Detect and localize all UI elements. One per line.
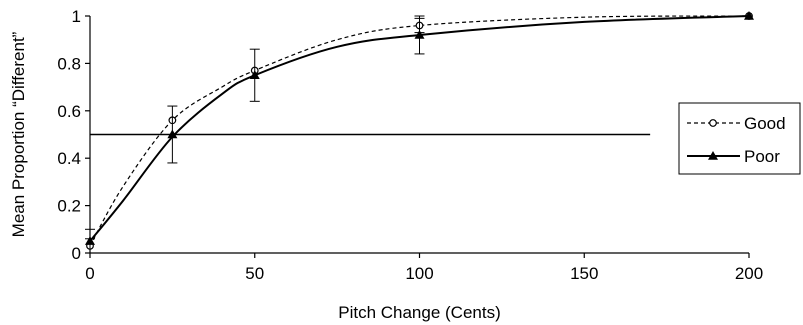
data-point [167,129,178,139]
y-tick-label: 0.4 [57,149,81,168]
legend-label-poor: Poor [744,147,780,166]
x-axis-title: Pitch Change (Cents) [338,303,501,322]
y-tick-label: 1 [72,7,81,26]
x-tick-label: 0 [85,264,94,283]
x-tick-label: 50 [245,264,264,283]
x-tick-label: 200 [735,264,763,283]
series-poor [85,11,754,254]
x-tick-label: 150 [570,264,598,283]
y-tick-label: 0 [72,244,81,263]
data-point [85,236,95,245]
data-point [744,11,754,20]
legend-marker-poor [708,151,718,160]
legend-box [678,102,801,175]
legend-marker-good [709,119,717,127]
series-poor-line [89,15,750,242]
data-point [414,29,425,39]
y-axis-title: Mean Proportion “Different” [9,31,28,237]
plot-area: 0 0.2 0.4 0.6 0.8 1 0 50 100 150 200 [57,7,763,283]
series-good-line [89,15,750,247]
legend: Good Poor [678,102,801,175]
y-tick-label: 0.6 [57,102,81,121]
series-good [85,12,753,254]
y-tick-label: 0.8 [57,54,81,73]
x-tick-label: 100 [405,264,433,283]
legend-label-good: Good [744,114,786,133]
data-point [249,70,260,79]
y-tick-label: 0.2 [57,197,81,216]
